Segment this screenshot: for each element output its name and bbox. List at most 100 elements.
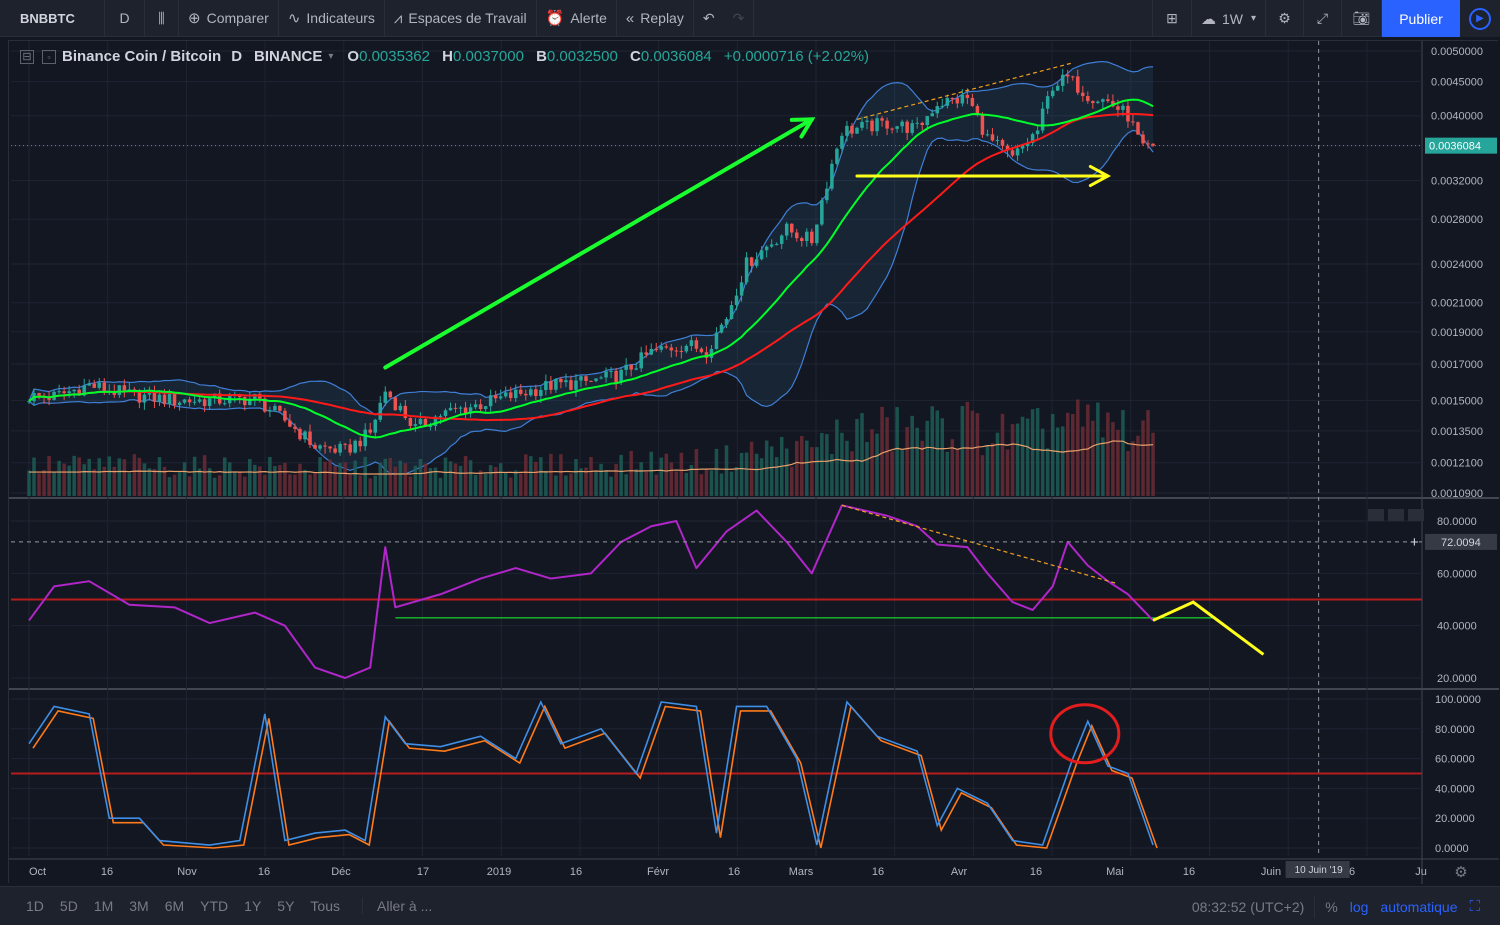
fullscreen-icon[interactable]: ⛶	[1469, 898, 1480, 915]
stoch-axis-label: 40.0000	[1435, 783, 1475, 795]
price-axis-label: 0.0017000	[1431, 359, 1483, 371]
candle-body	[378, 402, 383, 420]
legend-symbol[interactable]: Binance Coin / Bitcoin	[62, 48, 222, 65]
volume-bar	[232, 472, 237, 496]
interval-button[interactable]: D	[105, 0, 145, 37]
last-price-badge	[1425, 137, 1497, 154]
publish-button[interactable]: Publier	[1382, 0, 1460, 37]
volume-bar	[935, 410, 940, 496]
volume-bar	[694, 449, 699, 496]
volume-bar	[503, 472, 508, 496]
chart-type-button[interactable]: ⫼	[145, 0, 179, 37]
range-button-5y[interactable]: 5Y	[277, 898, 295, 914]
candle-body	[990, 134, 995, 141]
workspaces-button[interactable]: ⩘ Espaces de Travail	[385, 0, 537, 37]
candle-body	[1096, 101, 1100, 104]
range-button-tous[interactable]: Tous	[310, 898, 340, 914]
range-button-1d[interactable]: 1D	[26, 898, 44, 914]
volume-bar	[910, 415, 914, 496]
volume-bar	[238, 472, 242, 496]
volume-bar	[468, 460, 473, 496]
range-button-6m[interactable]: 6M	[164, 898, 185, 914]
undo-icon: ↶	[702, 9, 715, 26]
move-up-icon[interactable]	[1368, 509, 1384, 521]
range-button-1m[interactable]: 1M	[93, 898, 114, 914]
candle-body	[975, 105, 980, 115]
yellow-zigzag-drawing[interactable]	[1152, 600, 1265, 656]
volume-bar	[975, 413, 980, 496]
replay-button[interactable]: « Replay	[617, 0, 694, 37]
snapshot-button[interactable]: 📷︎	[1342, 0, 1382, 37]
volume-bar	[473, 474, 478, 496]
maximize-pane-icon[interactable]	[1408, 509, 1424, 521]
volume-bar	[498, 463, 503, 496]
volume-bar	[644, 471, 648, 496]
log-toggle[interactable]: log	[1349, 898, 1369, 915]
volume-bar	[212, 477, 217, 496]
volume-bar	[689, 465, 694, 496]
settings-button[interactable]: ⚙	[1266, 0, 1304, 37]
yellow-arrow-drawing-head[interactable]	[1088, 164, 1112, 188]
candle-body	[503, 392, 508, 397]
undo-button[interactable]: ↶	[694, 0, 724, 37]
redo-button[interactable]: ↷	[724, 0, 755, 37]
range-button-1y[interactable]: 1Y	[244, 898, 262, 914]
volume-bar	[37, 473, 41, 496]
green-arrow-drawing-head[interactable]	[789, 117, 816, 139]
price-trendline-dashed[interactable]	[856, 62, 1073, 120]
hide-icon[interactable]: ▫	[42, 49, 56, 64]
move-down-icon[interactable]	[1388, 509, 1404, 521]
candle-body	[1086, 96, 1090, 102]
collapse-legend-icon[interactable]: ⊟	[20, 49, 34, 64]
volume-bar	[875, 433, 879, 496]
range-button-5d[interactable]: 5D	[59, 898, 78, 914]
volume-bar	[258, 466, 262, 496]
volume-bar	[870, 429, 874, 496]
layout-button[interactable]: ⊞	[1151, 0, 1192, 37]
candle-body	[167, 393, 172, 405]
cloud-layout-button[interactable]: ☁ 1W ▾	[1192, 0, 1266, 37]
chart-canvas[interactable]: 0.0050000 0.0045000 0.0040000 0.0036084 0.00…	[9, 41, 1499, 884]
candle-body	[248, 398, 252, 406]
symbol-button[interactable]: BNBBTC	[0, 0, 105, 37]
range-button-3m[interactable]: 3M	[129, 898, 149, 914]
green-arrow-drawing[interactable]	[383, 117, 814, 370]
candle-body	[202, 399, 207, 406]
price-axis-label: 0.0013500	[1431, 426, 1483, 438]
volume-bar	[1035, 408, 1040, 496]
compare-button[interactable]: ⊕ Comparer	[179, 0, 279, 37]
candle-body	[207, 398, 212, 406]
candle-body	[197, 399, 202, 402]
layout-interval-label: 1W	[1221, 10, 1243, 27]
red-circle-drawing[interactable]	[1049, 703, 1121, 765]
legend-chevron-icon[interactable]: ▾	[328, 51, 334, 62]
change-value: +0.0000716 (+2.02%)	[723, 48, 870, 65]
alert-button[interactable]: ⏰ Alerte	[537, 0, 617, 37]
rsi-trendline-dashed[interactable]	[841, 504, 1119, 585]
volume-bar	[1121, 410, 1125, 496]
volume-bar	[102, 466, 107, 496]
volume-bar	[594, 471, 598, 496]
volume-bar	[920, 440, 924, 496]
volume-bar	[182, 462, 187, 496]
candle-body	[930, 113, 935, 117]
volume-bar	[890, 451, 894, 496]
candle-body	[268, 410, 272, 412]
volume-bar	[443, 457, 448, 496]
volume-bar	[900, 450, 904, 496]
chart-area[interactable]: 0.0050000 0.0045000 0.0040000 0.0036084 0.00…	[8, 40, 1499, 884]
stoch-axis-label: 80.0000	[1435, 724, 1475, 736]
range-button-ytd[interactable]: YTD	[200, 898, 229, 914]
volume-bar	[52, 472, 56, 496]
indicators-button[interactable]: ∿ Indicateurs	[279, 0, 385, 37]
volume-bar	[318, 457, 322, 496]
goto-date-button[interactable]: Aller à ...	[362, 898, 432, 914]
auto-scale-toggle[interactable]: automatique	[1380, 898, 1458, 915]
percent-toggle[interactable]: %	[1325, 898, 1338, 915]
volume-bar	[539, 457, 543, 496]
fullscreen-button[interactable]: ⤢	[1304, 0, 1342, 37]
play-button[interactable]: ▶	[1460, 0, 1500, 37]
bottom-toolbar: 1D 5D 1M 3M 6M YTD 1Y 5Y Tous Aller à ... 08:32:…	[0, 886, 1500, 925]
candle-body	[1035, 130, 1040, 135]
volume-bar	[1126, 451, 1130, 496]
